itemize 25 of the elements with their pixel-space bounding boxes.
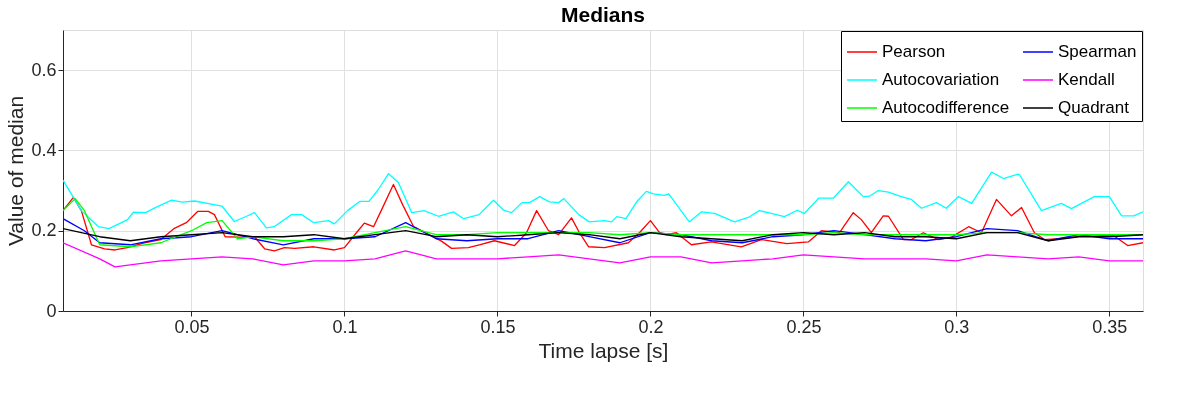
legend-label: Autocovariation [882, 70, 1000, 89]
legend-label: Spearman [1058, 42, 1137, 61]
legend-label: Pearson [882, 42, 946, 61]
x-tick-label: 0.2 [638, 316, 664, 337]
chart-title: Medians [560, 3, 646, 26]
x-tick-label: 0.3 [944, 316, 970, 337]
line-series [63, 171, 1143, 230]
x-tick-label: 0.05 [174, 316, 210, 337]
line-series [63, 242, 1143, 268]
line-series [63, 183, 1143, 252]
legend-label: Quadrant [1058, 98, 1130, 117]
y-tick-label: 0.2 [31, 220, 57, 241]
y-tick-label: 0.6 [31, 59, 57, 80]
x-tick-label: 0.25 [786, 316, 822, 337]
line-series [63, 228, 1143, 242]
line-series [63, 218, 1143, 246]
x-tick-label: 0.35 [1092, 316, 1128, 337]
x-tick-label: 0.15 [480, 316, 516, 337]
y-tick-label: 0.4 [31, 139, 57, 160]
x-tick-label: 0.1 [332, 316, 358, 337]
x-axis-title: Time lapse [s] [538, 338, 669, 362]
legend-label: Autocodifference [882, 98, 1010, 117]
y-axis-title: Value of median [4, 95, 28, 247]
legend-label: Kendall [1058, 70, 1115, 89]
y-tick-label: 0 [46, 300, 57, 321]
